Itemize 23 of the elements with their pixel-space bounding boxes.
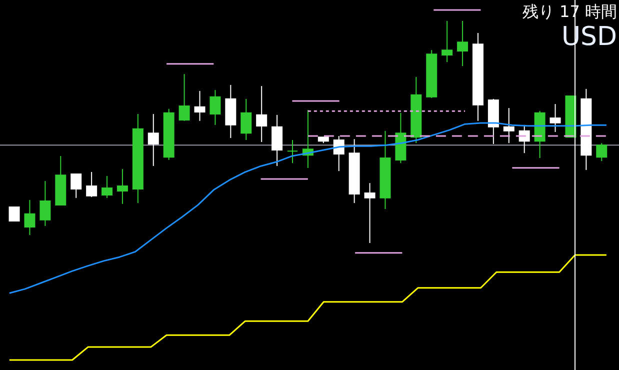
candlestick [210,90,221,126]
candlestick [178,74,190,122]
candlestick [256,86,268,142]
candlestick [518,124,530,154]
candlestick [116,168,128,204]
candlestick [24,199,36,236]
candlestick [596,142,608,162]
candlestick [194,90,206,122]
candlestick [8,206,20,222]
candlestick [503,108,514,144]
candlestick [442,20,453,63]
candlestick [457,20,468,67]
candlestick [550,104,561,132]
candlestick [364,182,376,244]
candlestick [86,171,98,198]
candlestick [272,114,283,166]
candlestick [333,135,344,172]
candlestick [102,175,113,198]
candlestick [240,98,252,140]
candlestick [286,139,298,164]
candlestick [70,173,82,198]
candlestick [40,180,51,226]
candlestick [148,114,159,166]
